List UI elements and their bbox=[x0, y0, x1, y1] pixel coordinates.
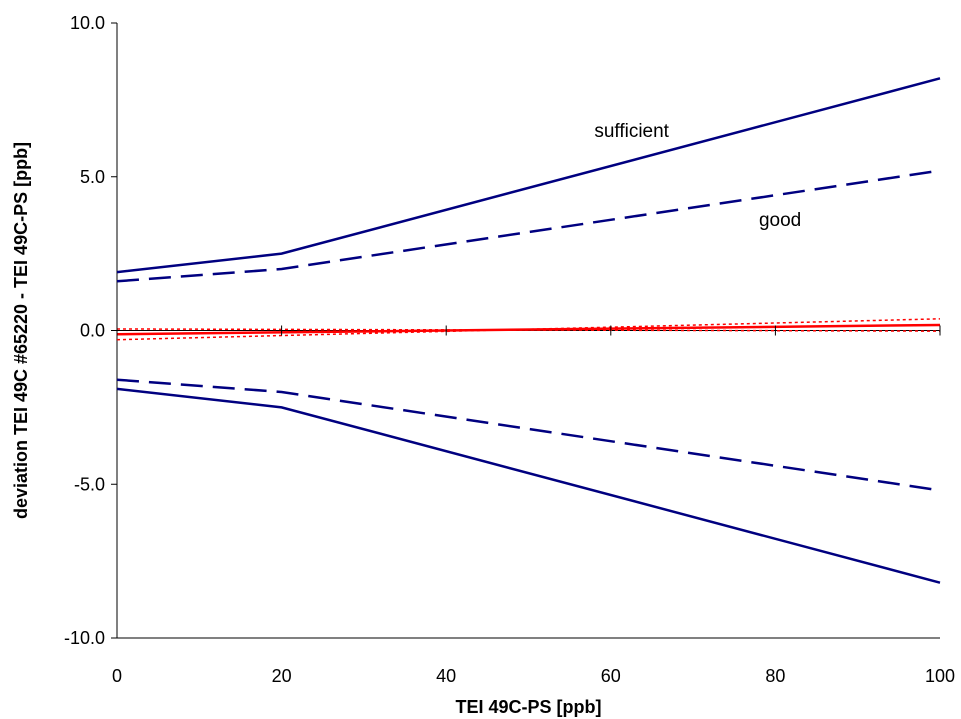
tick-layer: 10.0 5.0 0.0 -5.0 -10.0 0 20 40 60 80 100 bbox=[64, 13, 955, 686]
series-line-5 bbox=[116, 323, 941, 336]
annotation-layer: sufficient good bbox=[594, 121, 801, 231]
series-line-2 bbox=[116, 387, 941, 584]
annotation-label: good bbox=[759, 210, 801, 231]
x-tick-label: 0 bbox=[112, 666, 122, 686]
y-tick-label: 10.0 bbox=[70, 13, 105, 33]
annotation-label: sufficient bbox=[594, 121, 669, 142]
series-line-1 bbox=[116, 77, 941, 274]
series-line-3 bbox=[116, 169, 941, 283]
x-tick-label: 60 bbox=[601, 666, 621, 686]
series-line-7 bbox=[116, 328, 941, 332]
x-tick-label: 40 bbox=[436, 666, 456, 686]
series-line-6 bbox=[116, 318, 941, 341]
series-line-4 bbox=[116, 378, 941, 492]
y-tick-label: -5.0 bbox=[74, 474, 105, 494]
x-tick-label: 80 bbox=[765, 666, 785, 686]
y-tick-label: -10.0 bbox=[64, 628, 105, 648]
x-tick-label: 20 bbox=[272, 666, 292, 686]
y-tick-label: 5.0 bbox=[80, 167, 105, 187]
series-layer bbox=[116, 77, 941, 584]
y-axis-title: deviation TEI 49C #65220 - TEI 49C-PS [p… bbox=[11, 142, 31, 519]
y-tick-label: 0.0 bbox=[80, 321, 105, 341]
x-axis-title: TEI 49C-PS [ppb] bbox=[455, 697, 601, 717]
x-tick-label: 100 bbox=[925, 666, 955, 686]
